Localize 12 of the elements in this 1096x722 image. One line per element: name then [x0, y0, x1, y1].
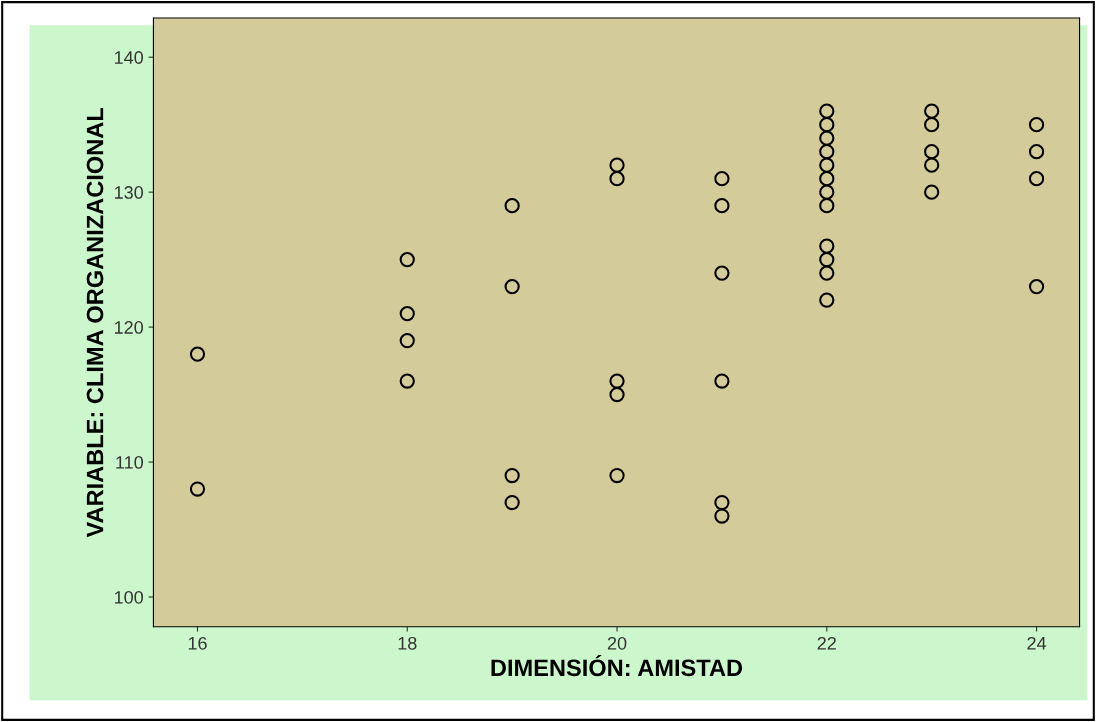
y-tick-label: 120 — [114, 321, 144, 334]
y-tick-label: 140 — [114, 51, 144, 64]
y-tick-label: 100 — [114, 590, 144, 604]
x-axis-title: DIMENSIÓN: AMISTAD — [491, 654, 743, 677]
y-axis-title: VARIABLE: CLIMA ORGANIZACIONAL — [86, 107, 104, 538]
x-tick-label: 20 — [607, 636, 627, 650]
x-tick-label: 16 — [188, 636, 207, 650]
x-tick-label: 22 — [817, 636, 836, 650]
x-tick-label: 24 — [1027, 636, 1047, 650]
x-tick-label: 18 — [398, 636, 417, 650]
y-tick-label: 110 — [116, 455, 144, 469]
y-tick-label: 130 — [114, 186, 144, 199]
